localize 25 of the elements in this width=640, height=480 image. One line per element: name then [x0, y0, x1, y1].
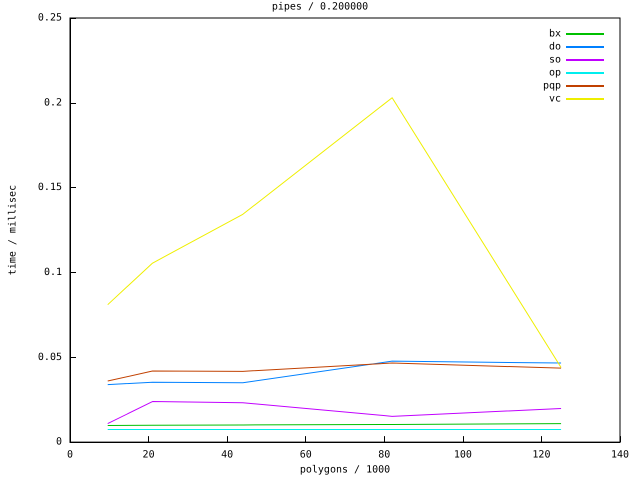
legend-label: so	[548, 54, 561, 66]
legend-label: op	[548, 68, 561, 78]
x-tick-label: 80	[378, 450, 390, 461]
x-tick-label: 120	[532, 450, 550, 461]
x-tick-label: 0	[66, 450, 74, 461]
x-tick-label: 140	[610, 450, 630, 461]
line-series	[107, 401, 562, 424]
legend-label: pqp	[542, 80, 561, 92]
x-tick-label: 40	[221, 450, 234, 461]
y-tick-label: 0	[56, 436, 62, 448]
x-tick-label: 100	[454, 450, 472, 461]
x-tick-label: 20	[142, 450, 155, 461]
x-tick-label: 60	[300, 450, 312, 461]
legend-label: do	[548, 42, 561, 52]
y-tick-label: 0.25	[38, 12, 62, 24]
x-axis-title: polygons / 1000	[300, 464, 390, 476]
legend-label: vc	[548, 94, 561, 104]
y-tick-label: 0.2	[44, 97, 62, 108]
y-tick-label: 0.1	[44, 266, 62, 278]
y-tick-label: 0.15	[38, 182, 62, 194]
y-tick-label: 0.05	[38, 352, 62, 363]
line-series	[107, 97, 562, 368]
y-axis-title: time / millisec	[8, 184, 18, 276]
chart-title: pipes / 0.200000	[272, 2, 368, 12]
legend-label: bx	[548, 28, 561, 40]
